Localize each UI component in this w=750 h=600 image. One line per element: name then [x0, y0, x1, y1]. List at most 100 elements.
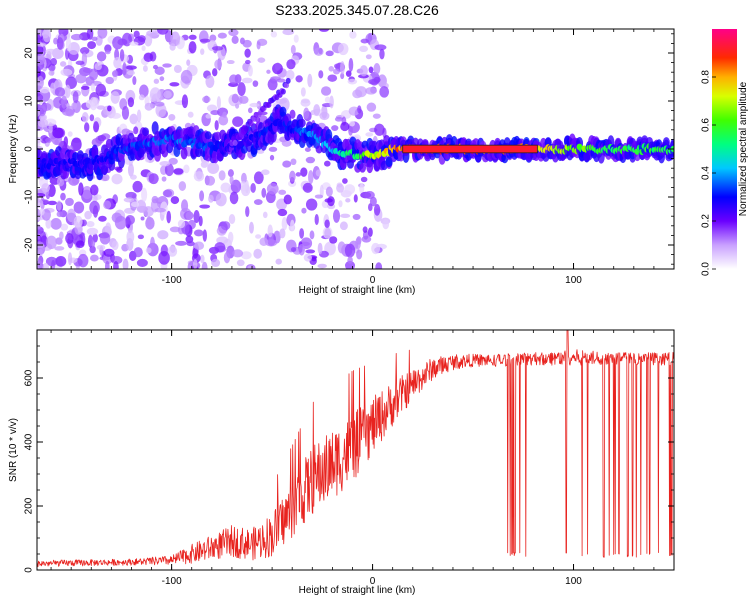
heatmap-speckle	[223, 251, 231, 264]
heatmap-speckle	[314, 214, 319, 226]
heatmap-speckle	[379, 48, 385, 60]
heatmap-speckle	[281, 217, 288, 231]
heatmap-speckle	[37, 34, 41, 45]
heatmap-speckle	[325, 50, 334, 57]
heatmap-speckle	[145, 247, 152, 254]
spectrogram-heatmap	[37, 29, 674, 269]
heatmap-speckle	[146, 30, 158, 37]
heatmap-speckle	[133, 247, 143, 258]
heatmap-speckle	[186, 59, 191, 66]
colorbar-tick-label: 0.8	[701, 70, 712, 84]
heatmap-speckle	[324, 160, 331, 167]
heatmap-speckle	[132, 180, 143, 193]
heatmap-speckle	[274, 62, 281, 71]
heatmap-speckle	[137, 234, 144, 240]
heatmap-speckle	[90, 254, 99, 262]
heatmap-speckle	[214, 120, 219, 131]
heatmap-speckle	[375, 262, 383, 269]
heatmap-speckle	[309, 230, 315, 240]
heatmap-speckle	[122, 258, 129, 269]
heatmap-speckle	[61, 95, 68, 109]
heatmap-speckle	[337, 42, 349, 56]
heatmap-speckle	[56, 211, 64, 218]
heatmap-streak	[285, 77, 291, 84]
heatmap-speckle	[161, 176, 167, 182]
heatmap-speckle	[85, 99, 94, 109]
heatmap-speckle	[317, 242, 323, 255]
heatmap-speckle	[374, 123, 385, 136]
heatmap-speckle	[163, 90, 172, 99]
heatmap-speckle	[39, 208, 45, 216]
heatmap-speckle	[122, 62, 127, 76]
heatmap-speckle	[89, 200, 100, 215]
colorbar-tick-label: 0.0	[701, 262, 712, 276]
heatmap-speckle	[331, 125, 339, 131]
heatmap-speckle	[289, 170, 296, 183]
heatmap-speckle	[89, 114, 95, 122]
heatmap-speckle	[277, 208, 288, 217]
heatmap-streak	[232, 139, 238, 146]
heatmap-speckle	[41, 183, 50, 193]
heatmap-speckle	[345, 70, 352, 77]
heatmap-speckle	[50, 57, 58, 66]
heatmap-speckle	[324, 227, 332, 239]
heatmap-speckle	[347, 78, 358, 85]
heatmap-speckle	[218, 170, 226, 181]
heatmap-speckle	[339, 61, 345, 75]
heatmap-streak	[255, 116, 261, 123]
heatmap-speckle	[188, 41, 197, 54]
heatmap-speckle	[278, 189, 287, 195]
heatmap-speckle	[97, 29, 108, 39]
heatmap-speckle	[244, 59, 251, 65]
heatmap-speckle	[105, 76, 115, 85]
heatmap-speckle	[327, 74, 338, 82]
heatmap-speckle	[192, 259, 198, 269]
heatmap-speckle	[282, 160, 292, 168]
heatmap-speckle	[238, 95, 249, 104]
colorbar-label: Normalized spectral amplitude	[738, 81, 749, 216]
heatmap-speckle	[240, 251, 252, 260]
heatmap-speckle	[119, 49, 125, 62]
heatmap-speckle	[54, 246, 65, 251]
heatmap-speckle	[111, 212, 123, 223]
heatmap-speckle	[67, 131, 73, 137]
heatmap-speckle	[37, 53, 46, 65]
heatmap-speckle	[249, 102, 260, 108]
heatmap-speckle	[307, 73, 313, 88]
heatmap-speckle	[334, 116, 343, 122]
heatmap-speckle	[54, 87, 66, 97]
heatmap-speckle	[37, 243, 45, 248]
heatmap-speckle	[138, 94, 145, 101]
heatmap-speckle	[238, 181, 248, 192]
heatmap-speckle	[178, 181, 187, 191]
heatmap-speckle	[75, 240, 85, 248]
heatmap-speckle	[367, 227, 373, 238]
heatmap-speckle	[266, 69, 271, 74]
heatmap-speckle	[59, 61, 67, 67]
heatmap-speckle	[266, 183, 279, 195]
heatmap-speckle	[55, 255, 67, 267]
heatmap-speckle	[87, 41, 97, 50]
heatmap-speckle	[199, 38, 211, 43]
heatmap-speckle	[71, 137, 82, 152]
heatmap-speckle	[66, 208, 76, 223]
heatmap-speckle	[169, 226, 181, 233]
heatmap-speckle	[342, 178, 348, 184]
heatmap-speckle	[93, 121, 100, 133]
snr-xlabel: Height of straight line (km)	[299, 585, 416, 596]
heatmap-speckle	[142, 65, 148, 72]
heatmap-speckle	[96, 51, 107, 62]
heatmap-speckle	[91, 36, 98, 41]
heatmap-speckle	[298, 243, 305, 256]
heatmap-speckle	[136, 258, 148, 267]
heatmap-speckle	[111, 173, 123, 185]
heatmap-speckle	[94, 62, 102, 71]
heatmap-speckle	[285, 69, 295, 80]
heatmap-speckle	[305, 249, 316, 254]
heatmap-speckle	[111, 70, 119, 78]
heatmap-speckle	[308, 170, 314, 185]
heatmap-speckle	[129, 113, 138, 125]
heatmap-speckle	[359, 45, 369, 53]
heatmap-speckle	[150, 236, 155, 251]
heatmap-speckle	[159, 161, 171, 167]
